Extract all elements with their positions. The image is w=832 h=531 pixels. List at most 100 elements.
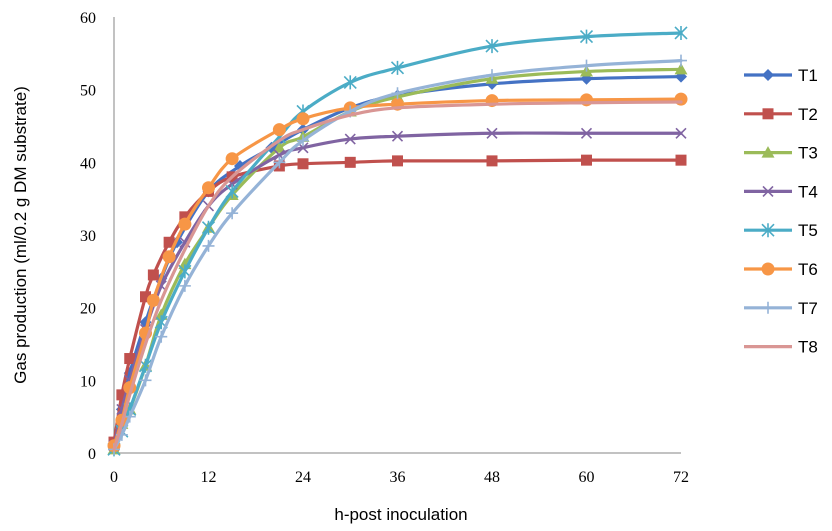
legend-marker <box>761 146 775 158</box>
data-point-t6 <box>225 152 239 166</box>
series-line-t8 <box>112 100 683 451</box>
series-t2 <box>108 154 687 448</box>
data-point-t7 <box>178 279 191 292</box>
data-point-t5 <box>579 29 594 44</box>
data-point-t7 <box>139 374 152 387</box>
data-point-t7 <box>123 410 136 423</box>
data-point-t6 <box>296 112 310 126</box>
legend-item-t4: T4 <box>744 182 818 201</box>
data-point-t4 <box>391 130 404 142</box>
data-point-t7 <box>391 87 404 100</box>
legend-label: T5 <box>798 221 818 240</box>
y-tick-label: 10 <box>80 373 96 390</box>
legend-item-t1: T1 <box>744 66 818 85</box>
series-t3 <box>107 62 688 455</box>
x-tick-label: 48 <box>484 469 500 486</box>
legend-item-t7: T7 <box>744 299 818 318</box>
series-t1 <box>108 70 687 452</box>
data-point-t7 <box>675 54 687 67</box>
data-point-t5 <box>390 60 405 75</box>
data-point-t5 <box>485 39 499 54</box>
data-point-t2 <box>675 154 687 166</box>
data-point-t2 <box>179 211 191 223</box>
y-tick-label: 50 <box>80 83 96 100</box>
legend-label: T7 <box>798 299 818 318</box>
data-point-t5 <box>201 220 216 235</box>
y-tick-label: 30 <box>80 228 96 245</box>
x-tick-label: 72 <box>673 469 689 486</box>
data-point-t7 <box>202 239 215 252</box>
data-point-t6 <box>146 293 160 307</box>
data-point-t2 <box>163 236 175 248</box>
legend-item-t5: T5 <box>744 221 818 240</box>
y-tick-label: 60 <box>80 10 96 27</box>
legend-label: T2 <box>798 105 818 124</box>
series-line-t4 <box>112 131 683 448</box>
x-axis-label: h-post inoculation <box>334 505 467 524</box>
data-point-t2 <box>392 155 403 167</box>
axes <box>113 17 681 454</box>
legend-marker <box>762 301 774 314</box>
legend-label: T3 <box>798 144 818 163</box>
x-tick-label: 36 <box>390 469 406 486</box>
data-point-t6 <box>178 217 192 231</box>
data-point-t2 <box>124 353 136 365</box>
legend-item-t6: T6 <box>744 260 818 279</box>
data-point-t2 <box>147 269 159 281</box>
data-point-t2 <box>297 158 309 170</box>
legend: T1 T2 T3 T4 T5 T6 T7 T8 <box>744 66 818 357</box>
data-point-t2 <box>140 291 151 303</box>
data-point-t2 <box>344 156 356 168</box>
data-point-t7 <box>226 207 239 220</box>
data-point-t7 <box>273 156 286 169</box>
legend-item-t3: T3 <box>744 144 818 163</box>
legend-label: T6 <box>798 260 818 279</box>
legend-marker <box>761 223 775 238</box>
data-point-t3 <box>674 62 688 75</box>
data-point-t7 <box>155 330 168 343</box>
y-tick-label: 40 <box>80 155 96 172</box>
data-point-t7 <box>297 134 309 147</box>
data-point-t7 <box>580 59 593 72</box>
legend-label: T1 <box>798 66 818 85</box>
data-point-t5 <box>225 184 239 199</box>
data-point-t6 <box>272 123 286 137</box>
x-tick-label: 60 <box>579 469 595 486</box>
legend-label: T8 <box>798 338 818 357</box>
legend-marker <box>762 69 774 81</box>
x-tick-label: 0 <box>110 469 118 486</box>
data-point-t5 <box>343 75 357 90</box>
data-point-t4 <box>344 133 356 145</box>
data-point-t6 <box>674 92 688 106</box>
series-line-t6 <box>112 97 683 448</box>
legend-item-t2: T2 <box>744 105 818 124</box>
y-axis-label: Gas production (ml/0.2 g DM substrate) <box>11 86 30 384</box>
data-point-t2 <box>116 389 128 401</box>
legend-label: T4 <box>798 182 818 201</box>
data-point-t2 <box>486 155 498 167</box>
x-tick-label: 12 <box>201 469 217 486</box>
data-point-t2 <box>581 154 592 166</box>
legend-marker <box>762 108 774 120</box>
data-point-t4 <box>580 127 593 139</box>
data-point-t7 <box>486 69 498 82</box>
series-line-t7 <box>112 59 683 451</box>
y-tick-label: 0 <box>88 446 96 463</box>
data-point-t4 <box>486 127 498 139</box>
x-tick-label: 24 <box>295 469 311 486</box>
data-point-t5 <box>674 25 688 40</box>
y-tick-labels: 0 10 20 30 40 50 60 <box>80 10 96 463</box>
series-t6 <box>107 92 688 453</box>
data-point-t4 <box>675 127 687 139</box>
series-t8 <box>112 100 683 451</box>
data-point-t6 <box>162 250 176 264</box>
y-tick-label: 20 <box>80 301 96 318</box>
legend-marker <box>761 262 775 276</box>
data-point-t6 <box>202 181 215 195</box>
x-tick-labels: 0 12 24 36 48 60 72 <box>110 469 689 486</box>
legend-item-t8: T8 <box>744 338 818 357</box>
series-t4 <box>108 127 687 452</box>
data-series <box>107 25 688 457</box>
data-point-t3 <box>272 141 286 153</box>
